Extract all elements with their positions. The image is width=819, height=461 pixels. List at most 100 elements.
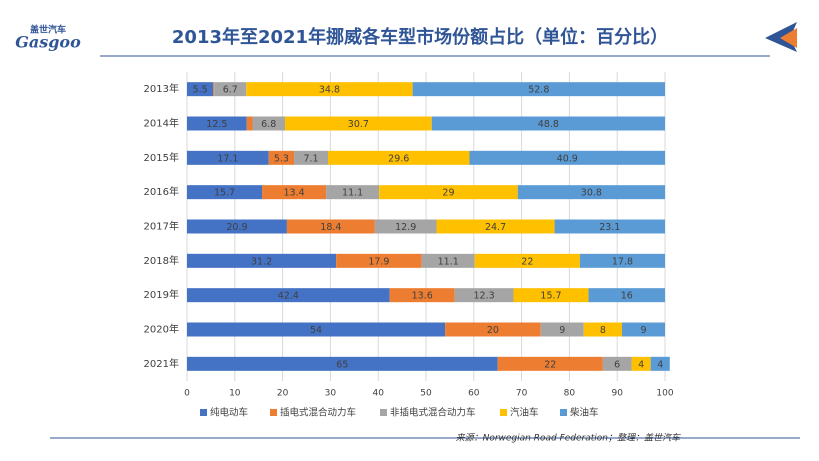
bar-segment [246,116,253,131]
bar-segment [389,288,455,303]
x-tick-label: 30 [325,389,337,399]
legend-label: 柴油车 [570,407,599,419]
bar-segment [374,219,437,234]
data-label: 40.9 [557,153,578,164]
y-tick-label: 2013年 [144,82,179,95]
x-tick-label: 60 [468,389,480,399]
bar-segment [326,185,380,200]
data-label: 9 [640,325,646,336]
arrow-icon [765,22,797,52]
bar-segment [328,150,470,165]
bar-segment [286,219,375,234]
data-label: 13.4 [283,188,304,199]
legend-swatch [200,409,207,416]
x-tick-label: 100 [656,389,673,399]
legend-label: 汽油车 [510,407,539,419]
x-tick-label: 40 [372,389,384,399]
bar-segment [583,322,622,337]
logo-cn: 盖世汽车 [30,24,66,36]
data-label: 23.1 [599,222,620,233]
bar-segment [187,150,269,165]
bar-segment [187,322,446,337]
data-label: 12.9 [395,222,416,233]
data-label: 8 [600,325,606,336]
data-label: 11.1 [342,188,363,199]
bar-segment [246,82,413,97]
chart-title: 2013年至2021年挪威各车型市场份额占比（单位：百分比） [172,26,668,48]
data-label: 30.7 [348,119,369,130]
data-label: 30.8 [581,188,602,199]
y-tick-label: 2018年 [144,254,179,267]
bar-segment [294,150,329,165]
data-label: 17.9 [368,256,389,267]
data-label: 20.9 [226,222,247,233]
bar-segment [631,356,651,371]
bar-segment [513,288,589,303]
bar-segment [187,219,287,234]
x-tick-label: 90 [611,389,623,399]
data-label: 22 [521,256,533,267]
legend-swatch [500,409,507,416]
bar-segment [454,288,514,303]
bar-segment [650,356,670,371]
bar-segment [187,253,337,268]
data-label: 17.1 [217,153,238,164]
data-label: 52.8 [528,85,549,96]
bar-segment [540,322,584,337]
bar-segment [445,322,541,337]
x-tick-label: 70 [516,389,528,399]
y-tick-label: 2021年 [144,357,179,370]
source-note: 来源：Norwegian Road Federation；整理：盖世汽车 [456,433,681,444]
bar-segment [187,185,263,200]
data-label: 16 [621,291,633,302]
bar-segment [554,219,665,234]
x-tick-label: 20 [277,389,289,399]
y-tick-label: 2014年 [144,117,179,130]
x-tick-label: 10 [229,389,241,399]
y-tick-label: 2015年 [144,151,179,164]
data-label: 24.7 [485,222,506,233]
bar-segment [579,253,665,268]
data-label: 6.8 [261,119,276,130]
data-label: 48.8 [538,119,559,130]
arrow-icon [780,28,797,48]
data-label: 9 [559,325,565,336]
logo-en: Gasgoo [15,33,81,52]
data-label: 4 [638,359,644,370]
bar-segment [214,82,247,97]
data-label: 6.7 [223,85,238,96]
y-tick-label: 2020年 [144,323,179,336]
data-label: 12.5 [206,119,227,130]
data-label: 7.1 [303,153,318,164]
bar-segment [268,150,295,165]
data-label: 29.6 [388,153,409,164]
bar-segment [431,116,665,131]
legend-swatch [270,409,277,416]
bar-segment [412,82,665,97]
y-tick-label: 2019年 [144,288,179,301]
bar-segment [187,356,498,371]
data-label: 5.3 [274,153,289,164]
data-label: 15.7 [214,188,235,199]
y-tick-label: 2016年 [144,185,179,198]
data-label: 18.4 [320,222,341,233]
bar-segment [336,253,422,268]
bar-segment [213,82,215,97]
bar-segment [602,356,632,371]
data-label: 4 [657,359,663,370]
bar-segment [187,116,247,131]
legend-label: 插电式混合动力车 [280,407,356,419]
legend-label: 纯电动车 [210,407,248,419]
bar-segment [497,356,603,371]
data-label: 15.7 [540,291,561,302]
data-label: 6 [614,359,620,370]
data-label: 5.5 [193,85,208,96]
x-tick-label: 0 [184,389,190,399]
data-label: 12.3 [473,291,494,302]
bar-segment [187,82,214,97]
bar-segment [421,253,475,268]
bar-segment [436,219,555,234]
data-label: 42.4 [278,291,299,302]
bar-segment [252,116,285,131]
